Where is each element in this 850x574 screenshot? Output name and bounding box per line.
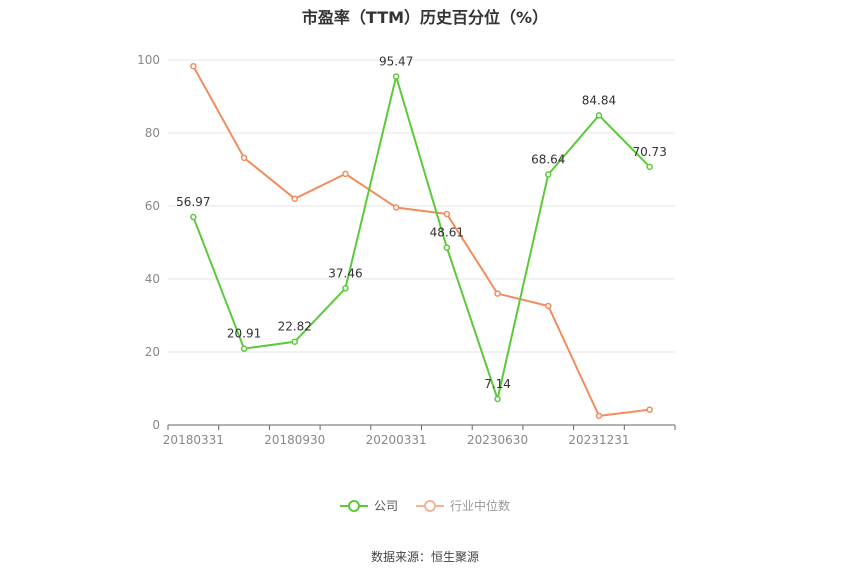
company-point [190,213,197,221]
x-tick-label: 20180331 [163,433,224,447]
industry-median-point [392,204,400,211]
axes: 0 20 40 60 80 100 20180331 20180930 20200331 2023… [137,53,676,447]
company-data-label: 70.73 [632,145,666,159]
company-line [192,75,651,400]
industry-median-point [545,302,552,310]
company-point [443,244,451,251]
x-tick-label: 20200331 [366,433,427,447]
company-data-label: 56.97 [176,195,210,209]
company-data-label: 22.82 [278,320,312,334]
legend-item-company[interactable]: 公司 [339,497,398,514]
company-point [392,73,400,80]
source-note: 数据来源：恒生聚源 [370,550,479,564]
industry-median-point [595,412,603,420]
industry-median-point [443,210,451,218]
legend-label-company: 公司 [373,499,398,513]
y-tick-label: 100 [137,53,160,67]
company-data-label: 48.61 [430,226,464,240]
company-point [595,112,603,119]
x-tick-label: 20180930 [264,433,325,447]
industry-median-point [291,195,298,202]
industry-median-point [494,290,501,297]
series-lines [190,62,653,420]
company-data-label: 68.64 [531,152,565,166]
company-data-label: 84.84 [582,93,616,107]
legend-label-industry-median: 行业中位数 [450,499,511,513]
company-point [545,171,552,178]
industry-median-point [646,406,653,413]
legend-marker-company-icon [339,499,368,513]
chart-title: 市盈率（TTM）历史百分位（%） [301,8,549,27]
data-labels: 56.97 20.91 22.82 37.46 95.47 48.61 7.14 68.64 8… [176,55,667,391]
company-point [240,345,248,352]
company-point [291,338,298,345]
industry-median-point [190,62,197,70]
industry-median-point [342,170,349,178]
company-point [494,395,501,403]
industry-median-line [192,65,650,417]
gridlines [168,59,675,353]
x-tick-label: 20231231 [568,433,629,447]
y-tick-label: 80 [145,126,160,140]
x-tick-label: 20230630 [467,433,528,447]
legend: 公司 行业中位数 [0,497,850,514]
company-data-label: 7.14 [484,377,511,391]
company-data-label: 37.46 [328,266,362,280]
y-tick-label: 40 [145,272,160,286]
y-tick-label: 0 [152,418,160,432]
company-point [342,285,349,292]
industry-median-point [240,154,248,162]
company-data-label: 95.47 [379,55,413,69]
y-tick-label: 20 [145,345,160,359]
company-data-label: 20.91 [227,327,261,341]
company-point [646,163,653,171]
legend-item-industry-median[interactable]: 行业中位数 [416,497,510,514]
legend-marker-industry-icon [416,499,444,513]
y-tick-label: 60 [145,199,160,213]
